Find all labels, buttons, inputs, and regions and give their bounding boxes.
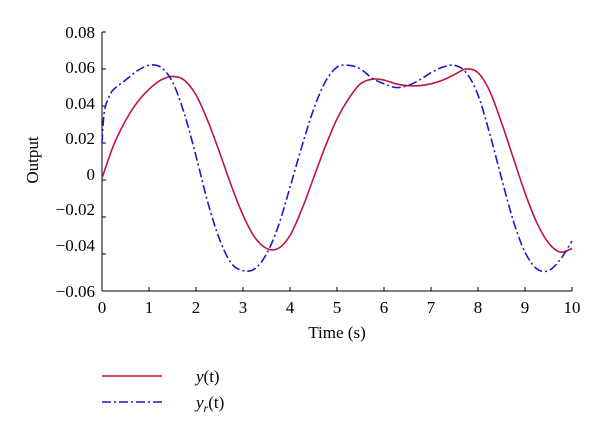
legend-label-y-arg: (t) (204, 367, 220, 386)
y-tick-label: 0.04 (65, 94, 95, 113)
legend-label-y: y(t) (194, 367, 220, 386)
x-tick-label: 2 (192, 298, 201, 317)
x-tick-label: 9 (521, 298, 530, 317)
x-axis-label: Time (s) (308, 323, 365, 342)
y-tick-label: −0.06 (56, 282, 95, 301)
axes (101, 32, 572, 292)
y-tick-label: 0.02 (65, 129, 95, 148)
x-tick-label: 7 (427, 298, 436, 317)
legend-label-y-r-arg: (t) (208, 393, 224, 412)
legend-label-y-r-main: y (194, 393, 204, 412)
legend-label-y-r: yr(t) (194, 393, 224, 415)
x-tick-label: 6 (380, 298, 389, 317)
x-tick-label: 5 (333, 298, 342, 317)
x-tick-label: 3 (239, 298, 248, 317)
legend-label-y-r-sub: r (204, 401, 209, 415)
x-tick-label: 1 (145, 298, 154, 317)
axis-ticks (101, 31, 573, 292)
series-line-y-r (101, 64, 573, 273)
legend: y(t) yr(t) (102, 367, 224, 415)
x-tick-label: 4 (286, 298, 295, 317)
x-tick-label: 8 (474, 298, 483, 317)
y-tick-labels: 0.08 0.06 0.04 0.02 0 −0.02 −0.04 −0.06 (56, 23, 96, 301)
series-layer (101, 64, 573, 273)
x-tick-label: 10 (564, 298, 581, 317)
x-tick-label: 0 (98, 298, 107, 317)
y-tick-label: 0 (87, 165, 96, 184)
legend-label-y-main: y (194, 367, 204, 386)
x-tick-labels: 0 1 2 3 4 5 6 7 8 9 10 (98, 298, 581, 317)
y-tick-label: −0.02 (56, 200, 95, 219)
y-tick-label: −0.04 (56, 236, 96, 255)
y-axis-label: Output (23, 136, 42, 184)
series-line-y (101, 68, 573, 254)
y-tick-label: 0.08 (65, 23, 95, 42)
y-tick-label: 0.06 (65, 58, 95, 77)
